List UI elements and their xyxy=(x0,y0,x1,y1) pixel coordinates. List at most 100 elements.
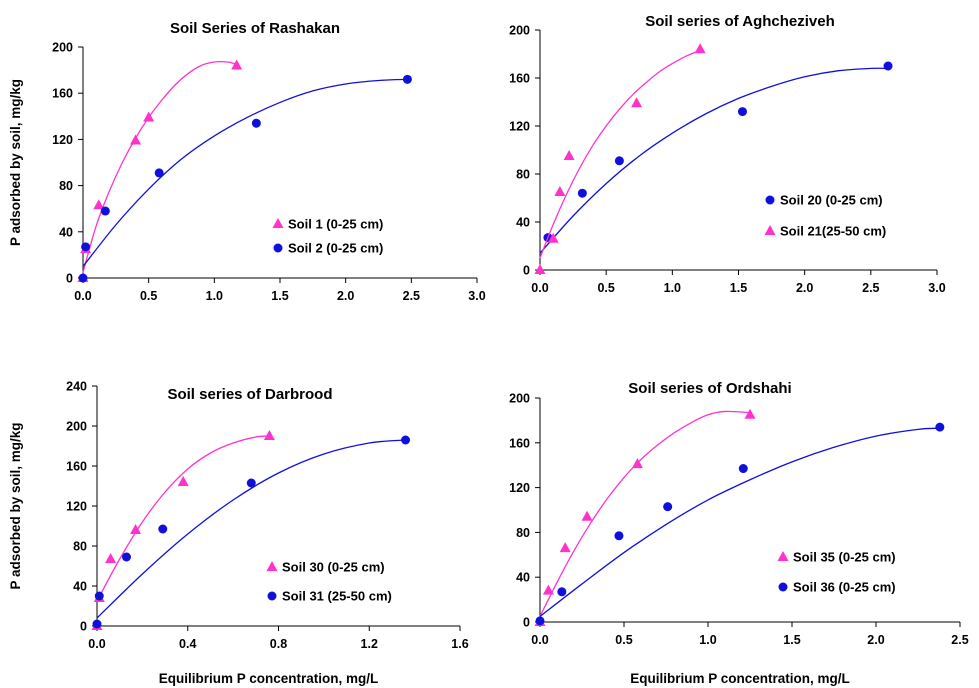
x-tick-label: 2.0 xyxy=(796,281,813,295)
x-tick-label: 1.0 xyxy=(699,633,716,647)
x-tick-label: 1.6 xyxy=(451,637,468,651)
x-tick-label: 2.5 xyxy=(951,633,968,647)
y-tick-label: 80 xyxy=(73,540,87,554)
y-tick-label: 40 xyxy=(73,580,87,594)
legend-label: Soil 35 (0-25 cm) xyxy=(793,550,896,565)
series-2 xyxy=(535,422,945,626)
data-point xyxy=(535,616,545,626)
chart-3: 0.0 0.4 0.8 1.2 1.6 0 40 80 120 160 200 240 Soil ser… xyxy=(8,380,469,687)
data-point xyxy=(559,542,571,553)
x-tick-label: 2.0 xyxy=(867,633,884,647)
y-tick-label: 120 xyxy=(509,481,530,495)
fit-curve xyxy=(82,78,408,267)
data-point xyxy=(251,118,261,128)
y-tick-label: 80 xyxy=(516,526,530,540)
data-point xyxy=(401,435,411,445)
chart-title: Soil Series of Rashakan xyxy=(170,20,340,37)
y-axis-label: P adsorbed by soil, mg/kg xyxy=(8,422,23,589)
legend-entry: Soil 2 (0-25 cm) xyxy=(273,241,383,256)
legend-label: Soil 30 (0-25 cm) xyxy=(282,560,385,575)
data-point xyxy=(614,531,624,541)
fit-curve xyxy=(539,410,751,617)
legend-entry: Soil 1 (0-25 cm) xyxy=(272,217,383,232)
chart-title: Soil series of Ordshahi xyxy=(628,380,791,397)
y-tick-label: 160 xyxy=(509,436,530,450)
fit-curve xyxy=(82,61,237,273)
x-tick-label: 3.0 xyxy=(928,281,945,295)
x-tick-label: 1.0 xyxy=(206,289,223,303)
x-tick-label: 1.0 xyxy=(664,281,681,295)
y-tick-label: 0 xyxy=(66,272,73,286)
x-tick-label: 0.0 xyxy=(88,637,105,651)
data-point xyxy=(542,584,554,595)
y-tick-label: 200 xyxy=(509,24,530,38)
data-point xyxy=(246,478,256,488)
data-point xyxy=(631,458,643,469)
data-point xyxy=(738,464,748,474)
data-point xyxy=(563,150,575,160)
data-point xyxy=(231,59,243,70)
x-tick-label: 0.0 xyxy=(531,633,548,647)
legend-entry: Soil 30 (0-25 cm) xyxy=(266,560,385,575)
fit-curve xyxy=(539,67,889,254)
x-axis-label: Equilibrium P concentration, mg/L xyxy=(630,671,850,686)
series-1 xyxy=(534,408,756,626)
fit-curve xyxy=(96,435,270,602)
legend-entry: Soil 36 (0-25 cm) xyxy=(778,580,896,595)
legend-marker xyxy=(266,561,278,571)
y-tick-label: 160 xyxy=(509,72,530,86)
y-tick-label: 0 xyxy=(523,264,530,278)
data-point xyxy=(402,74,412,84)
y-tick-label: 40 xyxy=(516,216,530,230)
x-tick-label: 2.0 xyxy=(337,289,354,303)
legend-entry: Soil 21(25-50 cm) xyxy=(764,224,886,239)
data-point xyxy=(130,524,142,534)
x-tick-label: 0.0 xyxy=(74,289,91,303)
data-point xyxy=(935,422,945,432)
data-point xyxy=(121,552,131,562)
legend-label: Soil 2 (0-25 cm) xyxy=(288,241,383,256)
chart-2: 0.0 0.5 1.0 1.5 2.0 2.5 3.0 0 40 80 120 160 200 Soil … xyxy=(509,13,946,295)
data-point xyxy=(883,61,893,71)
x-tick-label: 2.5 xyxy=(403,289,420,303)
x-tick-label: 3.0 xyxy=(468,289,485,303)
data-point xyxy=(143,111,155,122)
x-tick-label: 0.5 xyxy=(615,633,632,647)
x-tick-label: 0.8 xyxy=(270,637,287,651)
x-tick-label: 0.5 xyxy=(597,281,614,295)
data-point xyxy=(577,188,587,198)
y-tick-label: 80 xyxy=(516,168,530,182)
data-point xyxy=(614,156,624,166)
y-tick-label: 200 xyxy=(66,420,87,434)
y-tick-label: 160 xyxy=(66,460,87,474)
legend-label: Soil 21(25-50 cm) xyxy=(780,224,886,239)
y-tick-label: 240 xyxy=(66,380,87,394)
y-tick-label: 120 xyxy=(66,500,87,514)
y-tick-label: 200 xyxy=(509,392,530,406)
x-tick-label: 0.0 xyxy=(531,281,548,295)
fit-curve xyxy=(96,439,406,619)
data-point xyxy=(581,510,593,521)
data-point xyxy=(158,524,168,534)
data-point xyxy=(694,43,706,54)
data-point xyxy=(105,553,117,563)
y-tick-label: 80 xyxy=(59,179,73,193)
fit-curve xyxy=(539,427,940,617)
y-tick-label: 120 xyxy=(52,133,73,147)
legend-label: Soil 1 (0-25 cm) xyxy=(288,217,383,232)
y-axis-label: P adsorbed by soil, mg/kg xyxy=(8,79,23,246)
chart-4: 0.0 0.5 1.0 1.5 2.0 2.5 0 40 80 120 160 200 Soil ser… xyxy=(509,380,969,686)
y-tick-label: 0 xyxy=(523,616,530,630)
legend-entry: Soil 31 (25-50 cm) xyxy=(267,589,392,604)
legend-label: Soil 20 (0-25 cm) xyxy=(780,193,883,208)
data-point xyxy=(93,199,105,210)
legend-marker xyxy=(764,225,776,235)
x-tick-label: 1.2 xyxy=(361,637,378,651)
data-point xyxy=(154,168,164,178)
data-point xyxy=(81,242,91,252)
data-point xyxy=(631,97,643,108)
series-2 xyxy=(78,74,412,283)
data-point xyxy=(534,264,546,274)
y-tick-label: 40 xyxy=(59,225,73,239)
